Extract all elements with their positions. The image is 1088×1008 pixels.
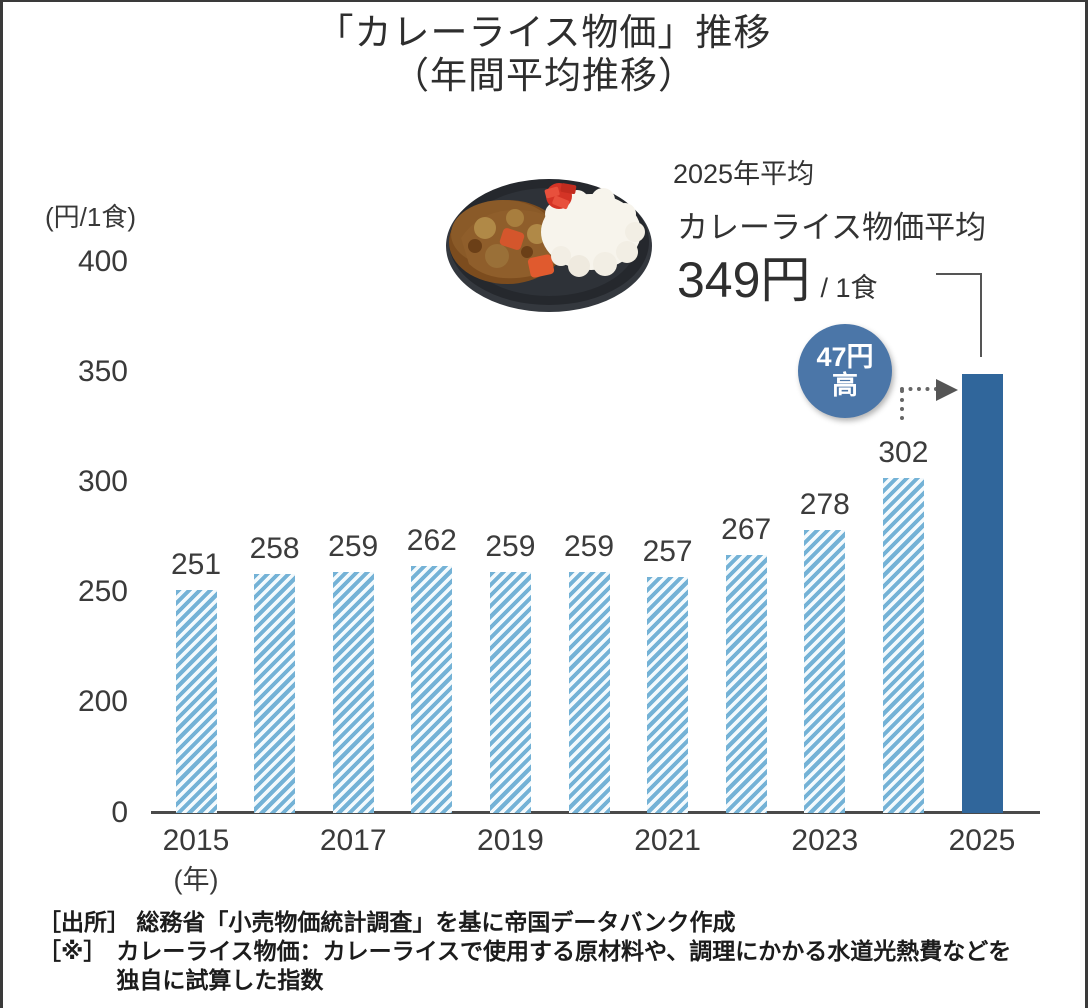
source-note: ［出所］ 総務省「小売物価統計調査」を基に帝国データバンク作成 [38,909,736,935]
y-tick-0: 0 [111,796,128,829]
note-body: カレーライス物価：カレーライスで使用する原材料や、調理にかかる水道光熱費などを … [116,937,1011,995]
dotted-arrow-horizontal [900,387,938,391]
note-line-1: カレーライス物価：カレーライスで使用する原材料や、調理にかかる水道光熱費などを [116,938,1012,964]
x-tick-2017: 2017 [319,824,387,857]
callout-period: 2025年平均 [673,159,815,189]
definition-note: ［※］ カレーライス物価：カレーライスで使用する原材料や、調理にかかる水道光熱費… [38,937,1011,995]
bar-value-label-2020: 259 [563,530,615,564]
callout-connector-vertical [980,273,982,357]
callout-value-row: 349円 / 1食 [677,240,877,312]
y-tick-400: 400 [77,245,128,278]
bar-value-label-2019: 259 [485,530,536,564]
bar-value-label-2024: 302 [878,435,929,469]
bar-2024 [882,477,924,813]
y-tick-300: 300 [77,465,128,498]
bar-2020 [568,572,610,813]
bar-2025 [961,374,1003,813]
y-tick-200: 200 [77,685,128,718]
x-tick-2025: 2025 [948,824,1016,857]
callout-per-serving: / 1食 [820,273,878,303]
y-tick-350: 350 [77,355,128,388]
bar-value-label-2021: 257 [642,534,693,568]
badge-line-2: 高 [831,369,858,400]
callout-connector-horizontal [936,273,982,275]
bar-2022 [725,554,767,813]
price-increase-badge: 47円 高 [798,324,892,418]
y-tick-250: 250 [77,575,128,608]
bar-2015 [175,589,217,813]
x-tick-2015: 2015 [162,824,230,857]
x-tick-2023: 2023 [791,824,859,857]
bar-value-label-2018: 262 [406,523,457,557]
callout-label: カレーライス物価平均 [677,210,987,245]
y-axis-unit-label: (円/1食) [45,202,137,232]
arrow-head-icon [936,379,958,401]
footer-notes: ［出所］ 総務省「小売物価統計調査」を基に帝国データバンク作成 ［※］ カレーラ… [38,908,1011,995]
bar-2023 [804,530,846,813]
x-tick-2019: 2019 [477,824,544,857]
page-title: 「カレーライス物価」推移 （年間平均推移） [3,12,1085,98]
dotted-arrow-vertical [900,389,904,420]
x-tick-2021: 2021 [634,824,701,857]
bar-value-label-2022: 267 [721,512,772,546]
bar-value-label-2023: 278 [799,488,850,522]
bar-2016 [254,574,296,813]
bar-2017 [332,572,374,813]
curry-rice-plate-icon [446,179,652,312]
x-axis-unit-label: (年) [173,865,219,895]
bar-2021 [647,576,689,813]
bar-value-label-2015: 251 [170,547,222,581]
bar-value-label-2017: 259 [328,530,379,564]
title-line-1: 「カレーライス物価」推移 [316,12,772,53]
bar-2018 [411,565,453,813]
note-prefix: ［※］ [38,938,107,964]
note-line-2: 独自に試算した指数 [116,967,324,993]
bar-value-label-2016: 258 [249,532,300,566]
bar-chart: 251 258 259 262 259 259 257 267 278 302 400 350 300 2… [3,2,1085,1008]
callout-value: 349円 [677,252,811,308]
badge-line-1: 47円 [816,342,874,373]
bar-2019 [489,572,531,813]
curry-rice-illustration [441,168,657,323]
title-line-2: （年間平均推移） [392,54,696,96]
